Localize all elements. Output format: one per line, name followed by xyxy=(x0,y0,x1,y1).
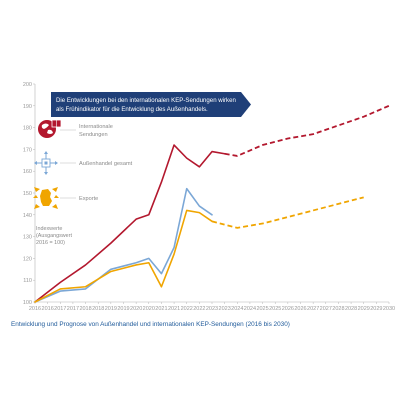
x-tick-label: 2016 xyxy=(42,306,54,312)
legend: Internationale Sendungen Außenhandel ges… xyxy=(33,119,133,246)
globe-parcel-icon xyxy=(38,119,62,138)
x-tick-label: 2029 xyxy=(370,306,382,312)
legend-label-1b: Sendungen xyxy=(79,132,108,138)
x-tick-label: 2024 xyxy=(244,306,256,312)
x-tick-label: 2019 xyxy=(117,306,129,312)
callout-box xyxy=(51,92,241,117)
legend-label-3: Exporte xyxy=(79,196,98,202)
series-forecast-internationale-sendungen xyxy=(224,104,390,157)
y-tick-label: 180 xyxy=(23,126,32,132)
x-tick-label: 2026 xyxy=(282,306,294,312)
trade-arrows-icon xyxy=(34,151,58,175)
x-tick-label: 2022 xyxy=(193,306,205,312)
index-note-line-2: (Ausgangswert xyxy=(36,233,72,239)
callout-line-2: als Frühindikator für die Entwicklung de… xyxy=(56,106,208,113)
x-tick-label: 2021 xyxy=(168,306,180,312)
legend-label-2: Außenhandel gesamt xyxy=(79,161,133,167)
y-tick-label: 170 xyxy=(23,147,32,153)
legend-label-1a: Internationale xyxy=(79,124,113,130)
callout-line-1: Die Entwicklungen bei den internationale… xyxy=(56,97,236,104)
x-tick-label: 2025 xyxy=(256,306,268,312)
x-tick-label: 2025 xyxy=(269,306,281,312)
x-axis: 2016 2016 2017 2017 2018 2018 2019 2019 2020 2020… xyxy=(29,301,395,312)
x-tick-label: 2024 xyxy=(231,306,243,312)
series-line-internationale-sendungen xyxy=(34,144,226,303)
x-tick-label: 2029 xyxy=(358,306,370,312)
x-tick-label: 2023 xyxy=(219,306,231,312)
series-line-exporte xyxy=(34,209,213,303)
x-tick-label: 2027 xyxy=(307,306,319,312)
x-tick-label: 2023 xyxy=(206,306,218,312)
callout: Die Entwicklungen bei den internationale… xyxy=(51,92,251,117)
x-tick-label: 2019 xyxy=(105,306,117,312)
y-tick-label: 120 xyxy=(23,256,32,262)
y-tick-label: 190 xyxy=(23,104,32,110)
y-tick-label: 100 xyxy=(23,300,32,306)
series-layer xyxy=(34,104,390,303)
index-note-line-1: Indexwerte xyxy=(36,226,62,232)
chart-caption: Entwicklung und Prognose von Außenhandel… xyxy=(11,321,290,328)
y-tick-label: 150 xyxy=(23,191,32,197)
x-tick-label: 2027 xyxy=(320,306,332,312)
series-forecast-exporte xyxy=(211,196,364,229)
x-tick-label: 2026 xyxy=(294,306,306,312)
y-tick-label: 160 xyxy=(23,169,32,175)
x-tick-label: 2022 xyxy=(181,306,193,312)
x-tick-label: 2020 xyxy=(143,306,155,312)
x-tick-label: 2016 xyxy=(29,306,41,312)
x-tick-label: 2018 xyxy=(79,306,91,312)
y-tick-label: 110 xyxy=(23,278,32,284)
x-tick-label: 2017 xyxy=(54,306,66,312)
index-note-line-3: 2016 = 100) xyxy=(36,240,65,246)
y-tick-label: 200 xyxy=(23,82,32,88)
x-tick-label: 2021 xyxy=(155,306,167,312)
x-tick-label: 2018 xyxy=(92,306,104,312)
x-tick-label: 2020 xyxy=(130,306,142,312)
x-tick-label: 2028 xyxy=(332,306,344,312)
y-tick-label: 130 xyxy=(23,235,32,241)
y-tick-label: 140 xyxy=(23,213,32,219)
series-line-au-enhandel-gesamt xyxy=(34,187,213,303)
y-axis: 100 110 120 130 140 150 160 170 180 190 200 xyxy=(23,82,36,306)
x-tick-label: 2017 xyxy=(67,306,79,312)
x-tick-label: 2030 xyxy=(383,306,395,312)
x-tick-label: 2028 xyxy=(345,306,357,312)
callout-pointer xyxy=(241,92,251,117)
germany-export-icon xyxy=(33,187,59,209)
